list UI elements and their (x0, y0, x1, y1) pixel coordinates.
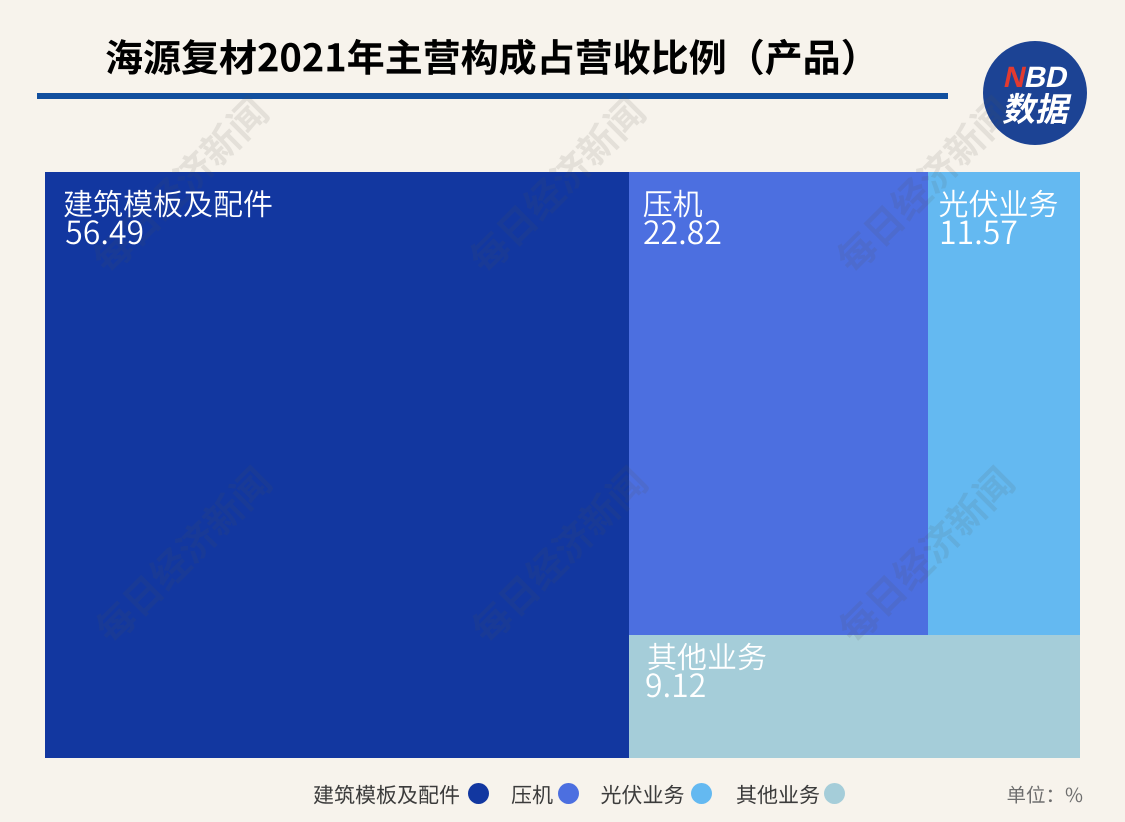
svg-text:NBD: NBD (1001, 61, 1071, 94)
